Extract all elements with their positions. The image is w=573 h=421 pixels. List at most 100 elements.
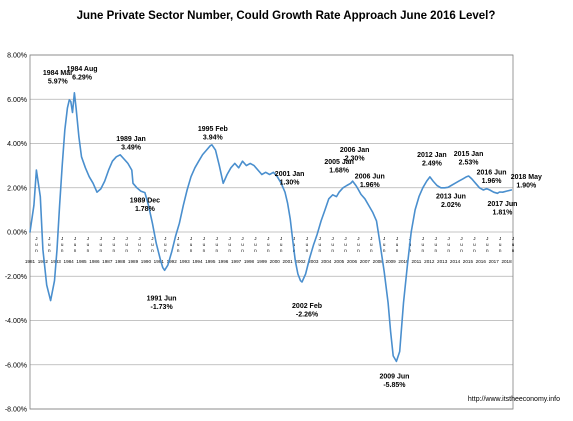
x-tick-month-label: u	[280, 242, 283, 247]
x-tick-label: 1993	[179, 259, 190, 264]
x-tick-month-label: u	[447, 242, 450, 247]
x-tick-month-label: u	[87, 242, 90, 247]
x-tick-month-label: n	[241, 248, 244, 253]
x-tick-month-label: J	[293, 236, 295, 241]
x-tick-month-label: n	[331, 248, 334, 253]
x-tick-month-label: u	[473, 242, 476, 247]
x-tick-month-label: J	[177, 236, 179, 241]
x-tick-month-label: u	[422, 242, 425, 247]
x-tick-month-label: u	[138, 242, 141, 247]
x-tick-label: 2000	[270, 259, 281, 264]
gridlines	[29, 54, 514, 410]
x-tick-month-label: n	[177, 248, 180, 253]
annotation-label: 2017 Jun 1.81%	[487, 201, 517, 217]
x-tick-label: 1992	[167, 259, 178, 264]
x-tick-label: 1986	[89, 259, 100, 264]
x-tick-month-label: n	[164, 248, 167, 253]
x-tick-label: 2008	[373, 259, 384, 264]
x-tick-label: 1994	[192, 259, 203, 264]
annotation-label: 1989 Dec 1.78%	[130, 198, 160, 214]
x-tick-month-label: J	[228, 236, 230, 241]
x-tick-month-label: J	[164, 236, 166, 241]
series-line	[29, 92, 513, 363]
x-tick-label: 2015	[463, 259, 474, 264]
x-tick-month-label: J	[383, 236, 385, 241]
x-tick-label: 1995	[205, 259, 216, 264]
x-tick-month-label: u	[486, 242, 489, 247]
annotation-label: 2012 Jan 2.49%	[417, 152, 447, 168]
x-tick-month-label: n	[396, 248, 399, 253]
x-tick-label: 1981	[25, 259, 36, 264]
x-tick-month-label: n	[447, 248, 450, 253]
annotation-label: 2016 Jun 1.96%	[477, 170, 507, 186]
x-tick-month-label: J	[319, 236, 321, 241]
x-tick-month-label: u	[177, 242, 180, 247]
x-tick-month-label: J	[473, 236, 475, 241]
annotations: 1984 Mar 5.97%1984 Aug 6.29% 1989 Jan 3.49% 1…	[43, 66, 542, 389]
x-tick-month-label: n	[112, 248, 115, 253]
x-tick-label: 1984	[64, 259, 75, 264]
x-tick-month-label: J	[396, 236, 398, 241]
x-tick-month-label: J	[254, 236, 256, 241]
x-tick-month-label: J	[512, 236, 514, 241]
x-tick-month-label: J	[125, 236, 127, 241]
x-tick-label: 2017	[489, 259, 500, 264]
x-tick-month-label: J	[48, 236, 50, 241]
x-tick-month-label: J	[332, 236, 334, 241]
y-tick-label: 6.00%	[7, 97, 27, 104]
x-tick-month-label: J	[306, 236, 308, 241]
x-tick-label: 2016	[476, 259, 487, 264]
x-tick-month-label: n	[344, 248, 347, 253]
x-tick-month-label: J	[113, 236, 115, 241]
x-tick-month-label: n	[190, 248, 193, 253]
annotation-label: 1991 Jun -1.73%	[147, 295, 177, 311]
x-tick-month-label: n	[125, 248, 128, 253]
x-tick-label: 1987	[102, 259, 113, 264]
annotation-label: 2006 Jun 1.96%	[355, 174, 385, 190]
x-tick-label: 1990	[141, 259, 152, 264]
x-tick-month-label: J	[435, 236, 437, 241]
x-tick-month-label: n	[48, 248, 51, 253]
x-tick-label: 2001	[282, 259, 293, 264]
x-tick-month-label: n	[254, 248, 257, 253]
x-tick-label: 2014	[450, 259, 461, 264]
x-tick-month-label: u	[293, 242, 296, 247]
x-tick-month-label: u	[228, 242, 231, 247]
x-tick-month-label: u	[190, 242, 193, 247]
x-tick-label: 2013	[437, 259, 448, 264]
x-tick-month-label: J	[35, 236, 37, 241]
x-tick-month-label: J	[100, 236, 102, 241]
x-tick-month-label: u	[112, 242, 115, 247]
y-tick-label: 2.00%	[7, 185, 27, 192]
annotation-label: 2015 Jan 2.53%	[454, 151, 484, 167]
x-tick-month-label: u	[306, 242, 309, 247]
x-tick-month-label: u	[203, 242, 206, 247]
annotation-label: 1984 Mar 5.97%	[43, 70, 73, 86]
x-tick-month-label: J	[460, 236, 462, 241]
x-tick-month-label: J	[267, 236, 269, 241]
y-tick-label: -8.00%	[5, 407, 27, 414]
annotation-label: 1995 Feb 3.94%	[198, 126, 228, 142]
x-tick-month-label: n	[306, 248, 309, 253]
x-tick-month-label: n	[203, 248, 206, 253]
x-tick-month-label: u	[74, 242, 77, 247]
annotation-label: 2013 Jun 2.02%	[436, 193, 466, 209]
x-tick-month-label: u	[48, 242, 51, 247]
y-tick-label: -6.00%	[5, 362, 27, 369]
x-tick-month-label: J	[357, 236, 359, 241]
annotation-label: 1984 Aug 6.29%	[67, 66, 98, 82]
x-tick-month-label: n	[512, 248, 515, 253]
x-tick-month-label: n	[422, 248, 425, 253]
x-tick-label: 1998	[244, 259, 255, 264]
x-tick-month-label: J	[216, 236, 218, 241]
x-tick-month-label: u	[319, 242, 322, 247]
x-tick-month-label: u	[460, 242, 463, 247]
x-tick-month-label: n	[228, 248, 231, 253]
x-tick-month-label: u	[241, 242, 244, 247]
annotation-label: 2005 Jan 1.68%	[324, 159, 354, 175]
x-tick-month-label: u	[164, 242, 167, 247]
x-tick-label: 1988	[115, 259, 126, 264]
x-tick-month-label: u	[35, 242, 38, 247]
